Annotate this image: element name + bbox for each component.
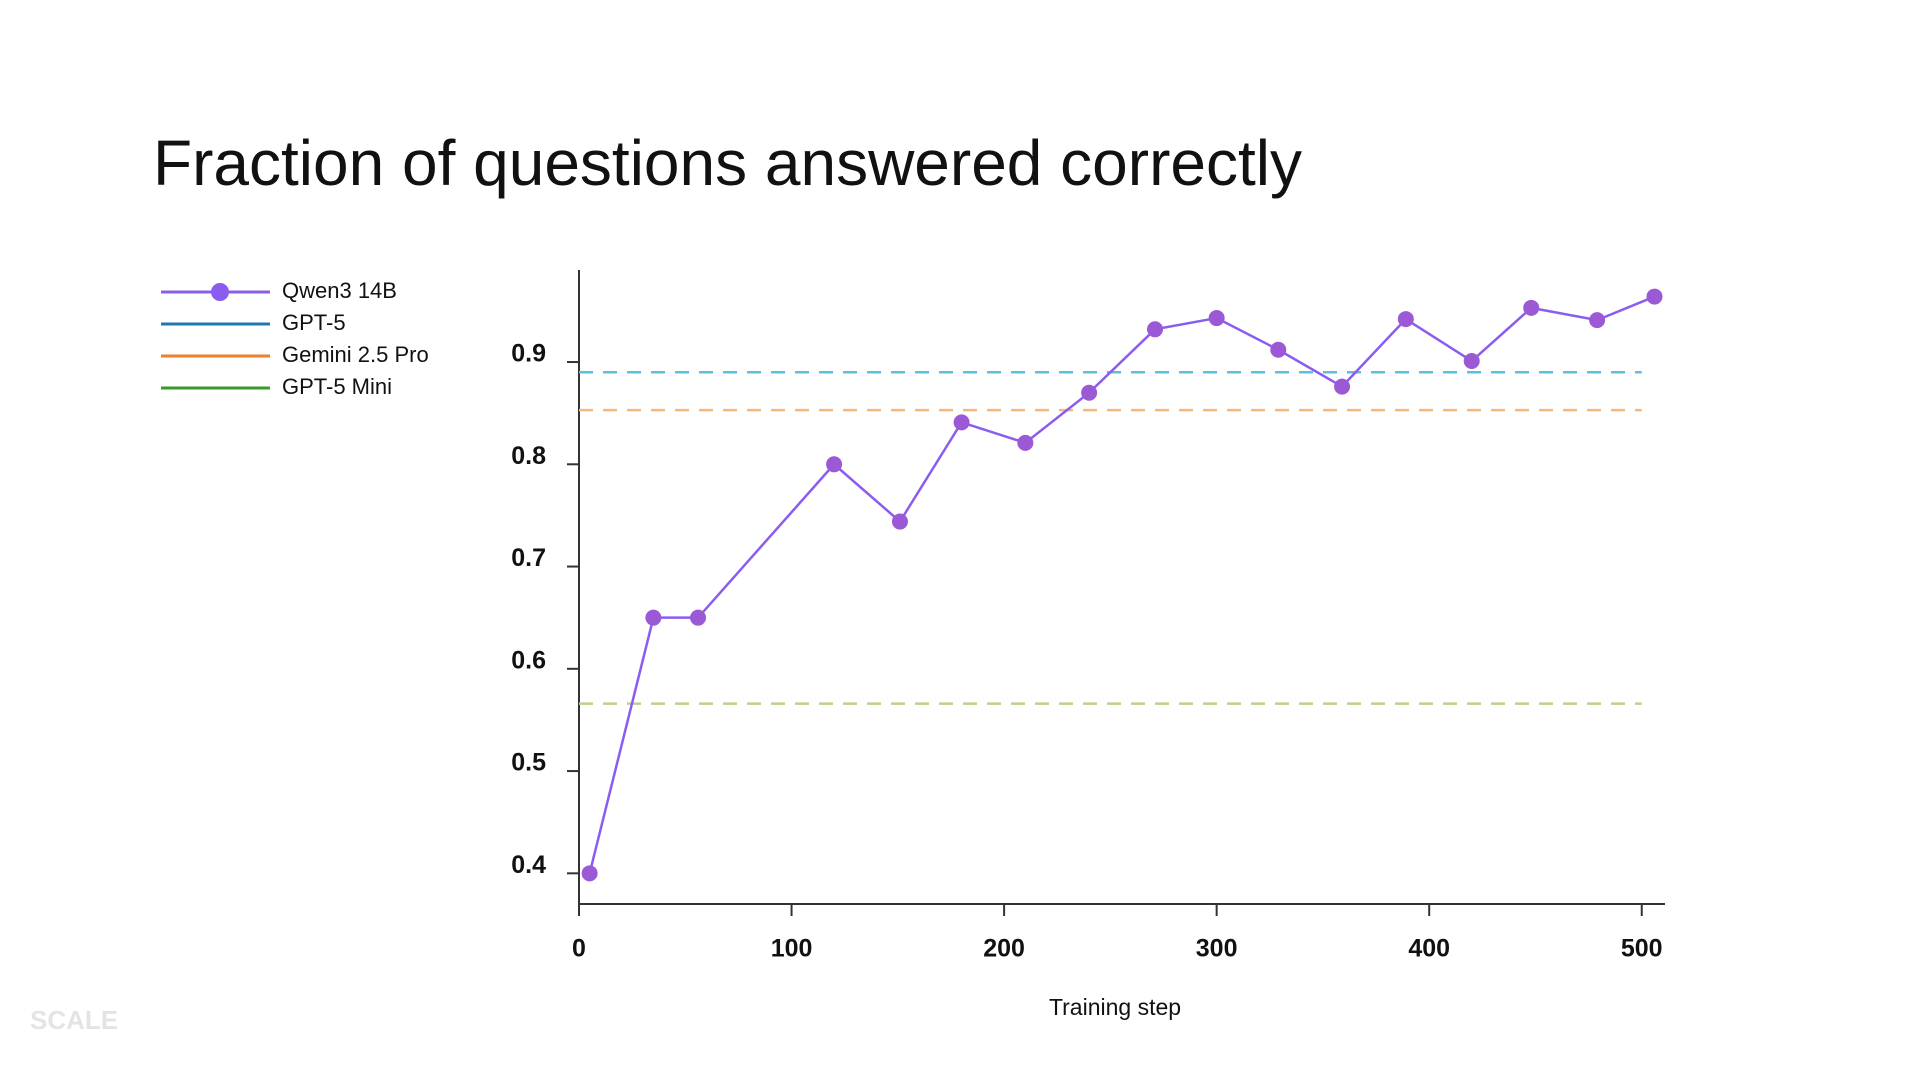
y-tick-label: 0.9 (511, 340, 546, 368)
x-tick-label: 0 (572, 935, 586, 963)
data-point (645, 609, 662, 626)
data-point (1081, 384, 1098, 401)
data-point (1397, 311, 1414, 328)
watermark: SCALE (30, 1005, 118, 1035)
data-point (1017, 434, 1034, 451)
data-point (1589, 312, 1606, 329)
legend-marker (211, 283, 229, 301)
data-point (1147, 321, 1164, 338)
data-point (953, 414, 970, 431)
x-tick-label: 100 (771, 935, 813, 963)
y-tick-label: 0.8 (511, 442, 546, 470)
x-tick-label: 500 (1621, 935, 1663, 963)
legend-label: Gemini 2.5 Pro (282, 342, 429, 367)
data-point (1270, 341, 1287, 358)
x-tick-label: 200 (983, 935, 1025, 963)
data-point (581, 865, 598, 882)
y-tick-label: 0.4 (511, 851, 546, 879)
data-point (1463, 353, 1480, 370)
x-axis-label: Training step (1049, 994, 1181, 1020)
legend-label: GPT-5 Mini (282, 374, 392, 399)
legend-label: Qwen3 14B (282, 278, 397, 303)
data-point (826, 456, 843, 473)
y-tick-label: 0.6 (511, 646, 546, 674)
y-tick-label: 0.5 (511, 749, 546, 777)
data-line (588, 295, 1655, 874)
chart-title: Fraction of questions answered correctly (153, 127, 1302, 199)
legend-label: GPT-5 (282, 310, 346, 335)
data-point (1334, 378, 1351, 395)
y-tick-label: 0.7 (511, 544, 546, 572)
data-point (891, 513, 908, 530)
data-point (690, 609, 707, 626)
data-point (1646, 288, 1663, 305)
x-tick-label: 400 (1408, 935, 1450, 963)
x-tick-label: 300 (1196, 935, 1238, 963)
data-point (1208, 310, 1225, 327)
data-point (1523, 299, 1540, 316)
